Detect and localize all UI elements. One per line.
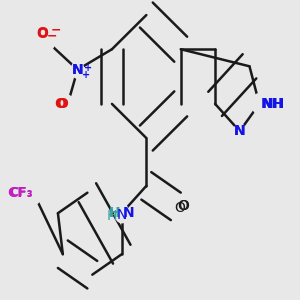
Circle shape bbox=[72, 62, 83, 77]
Text: −: − bbox=[51, 23, 62, 36]
Circle shape bbox=[234, 124, 245, 139]
Text: −: − bbox=[46, 30, 57, 43]
Text: O: O bbox=[177, 200, 188, 213]
Text: N: N bbox=[72, 63, 83, 77]
Text: O: O bbox=[36, 27, 48, 41]
Text: O: O bbox=[174, 201, 185, 215]
Text: N: N bbox=[122, 206, 134, 220]
Circle shape bbox=[170, 198, 182, 215]
Circle shape bbox=[116, 206, 127, 221]
Text: N: N bbox=[72, 63, 83, 77]
Circle shape bbox=[25, 181, 42, 205]
Text: N: N bbox=[234, 124, 245, 138]
Text: O: O bbox=[55, 97, 67, 111]
Circle shape bbox=[254, 96, 265, 111]
Circle shape bbox=[170, 199, 181, 214]
Circle shape bbox=[234, 124, 245, 139]
Text: H: H bbox=[109, 206, 119, 220]
Text: NH: NH bbox=[260, 97, 284, 111]
Circle shape bbox=[71, 61, 84, 78]
Text: H: H bbox=[109, 206, 121, 220]
Circle shape bbox=[43, 35, 53, 50]
Text: O: O bbox=[178, 200, 189, 213]
Text: CF₃: CF₃ bbox=[9, 186, 32, 199]
Circle shape bbox=[62, 96, 73, 111]
Circle shape bbox=[115, 204, 129, 223]
Circle shape bbox=[61, 95, 74, 112]
Circle shape bbox=[42, 34, 54, 51]
Text: +: + bbox=[84, 63, 92, 73]
Text: CF₃: CF₃ bbox=[8, 186, 33, 200]
Text: N: N bbox=[117, 208, 127, 222]
Text: O: O bbox=[56, 97, 68, 111]
Circle shape bbox=[28, 185, 39, 200]
Text: +: + bbox=[82, 70, 90, 80]
Text: O: O bbox=[36, 26, 48, 40]
Text: NH: NH bbox=[262, 97, 285, 111]
Text: H: H bbox=[107, 208, 117, 223]
Text: N: N bbox=[234, 124, 245, 138]
Circle shape bbox=[252, 94, 267, 114]
